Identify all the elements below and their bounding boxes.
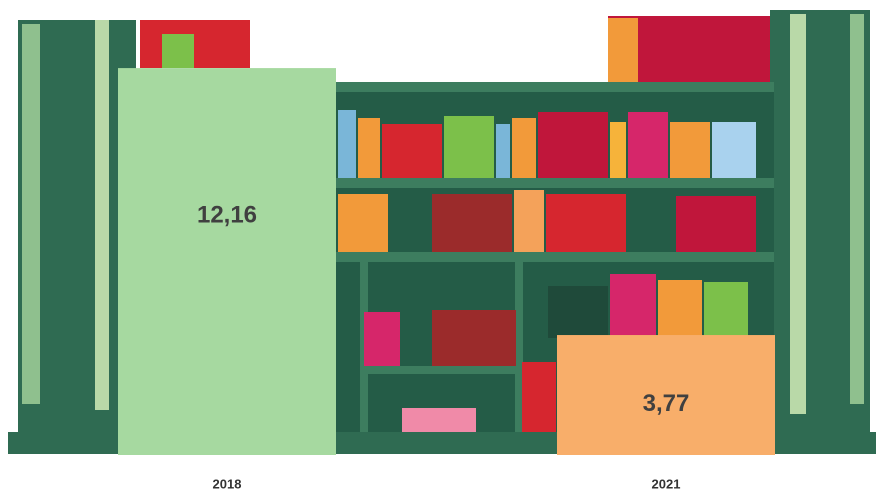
value-label: 3,77 (643, 390, 690, 417)
plot-area: 12,16 2018 3,77 2021 (118, 68, 775, 491)
x-tick-label: 2021 (652, 476, 681, 491)
x-tick-label: 2018 (213, 476, 242, 491)
bar (557, 335, 775, 455)
value-label: 12,16 (197, 201, 257, 228)
bookshelf-illustration (8, 10, 876, 454)
bar (118, 68, 336, 455)
